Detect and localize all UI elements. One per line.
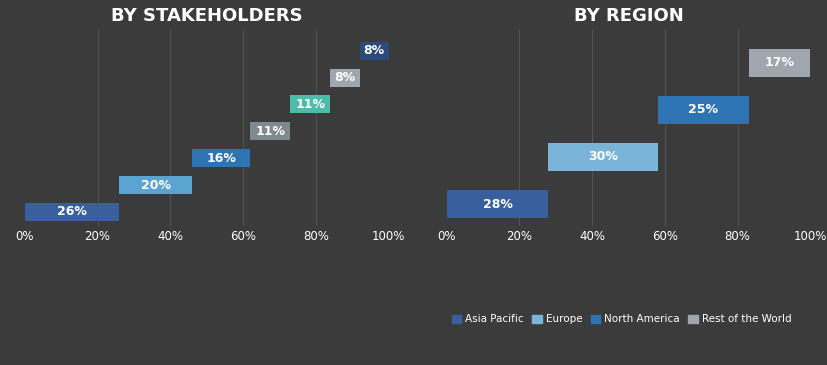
Bar <box>251 122 290 140</box>
Bar <box>25 203 119 221</box>
Bar <box>290 96 331 114</box>
Bar <box>331 69 360 87</box>
Bar <box>119 176 192 194</box>
Title: BY REGION: BY REGION <box>574 7 683 25</box>
Text: 26%: 26% <box>57 205 87 219</box>
Text: 20%: 20% <box>141 178 171 192</box>
Text: 11%: 11% <box>256 125 285 138</box>
Legend: Asia Pacific, Europe, North America, Rest of the World: Asia Pacific, Europe, North America, Res… <box>452 314 791 324</box>
Text: 8%: 8% <box>364 44 385 57</box>
Text: 8%: 8% <box>334 71 356 84</box>
Bar <box>447 190 548 218</box>
Text: 30%: 30% <box>588 150 618 164</box>
Text: 17%: 17% <box>764 56 795 69</box>
Bar <box>548 143 657 171</box>
Text: 25%: 25% <box>688 103 718 116</box>
Text: 16%: 16% <box>207 152 237 165</box>
Bar <box>657 96 748 124</box>
Bar <box>192 149 251 167</box>
Bar <box>360 42 389 59</box>
Bar <box>748 49 810 77</box>
Text: 28%: 28% <box>483 197 513 211</box>
Text: 11%: 11% <box>295 98 326 111</box>
Title: BY STAKEHOLDERS: BY STAKEHOLDERS <box>111 7 303 25</box>
